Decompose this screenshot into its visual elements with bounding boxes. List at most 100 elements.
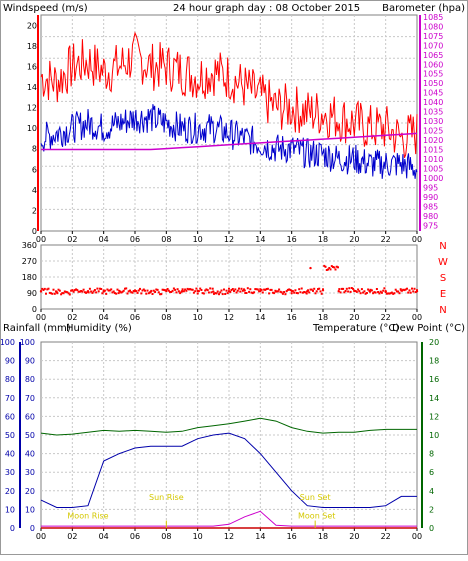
direction-point: [250, 291, 253, 294]
direction-x-tick-label: 22: [381, 313, 391, 322]
direction-point: [296, 292, 299, 295]
rainfall-tick-label: 90: [5, 357, 15, 366]
barometer-tick-label: 975: [423, 221, 438, 230]
barometer-tick-label: 1075: [423, 32, 443, 41]
temperature-tick-label: 4: [429, 487, 434, 496]
direction-point: [373, 291, 376, 294]
direction-point: [92, 290, 95, 293]
direction-point: [121, 290, 124, 293]
humidity-axis-label: Humidity (%): [66, 323, 132, 334]
direction-point: [349, 290, 352, 293]
direction-point: [207, 291, 210, 294]
rainfall-tick-label: 10: [5, 505, 15, 514]
rainfall-tick-label: 30: [5, 468, 15, 477]
astro-annotation: Moon Rise: [67, 512, 108, 521]
direction-point: [263, 288, 266, 291]
astro-annotation: Moon Set: [298, 512, 335, 521]
direction-point: [97, 290, 100, 293]
direction-point: [93, 289, 96, 291]
temperature-tick-label: 6: [429, 468, 434, 477]
direction-point: [197, 290, 200, 293]
direction-point: [246, 287, 249, 290]
direction-point: [357, 288, 360, 291]
direction-point: [82, 288, 85, 291]
direction-x-tick-label: 14: [255, 313, 265, 322]
compass-label: N: [439, 241, 446, 252]
humidity-tick-label: 0: [30, 524, 35, 533]
dewpoint-series-line: [41, 510, 417, 527]
direction-point: [86, 290, 90, 293]
direction-point: [165, 289, 168, 292]
wind-x-tick-label: 16: [287, 235, 297, 244]
barometer-tick-label: 1010: [423, 155, 443, 164]
direction-point: [162, 288, 165, 291]
direction-point: [191, 288, 194, 291]
direction-point: [325, 269, 328, 271]
windspeed-tick-label: 6: [32, 165, 37, 174]
temperature-tick-label: 16: [429, 375, 439, 384]
humidity-tick-label: 50: [25, 431, 35, 440]
direction-point: [259, 288, 262, 291]
direction-point: [367, 288, 370, 291]
direction-point: [415, 290, 419, 293]
direction-point: [312, 289, 314, 292]
direction-point: [88, 287, 91, 290]
direction-point: [298, 288, 301, 291]
direction-point: [330, 265, 333, 268]
direction-point: [309, 288, 312, 291]
direction-point: [271, 291, 274, 294]
direction-point: [288, 288, 291, 291]
direction-point: [137, 289, 140, 292]
humidity-tick-label: 30: [25, 468, 35, 477]
direction-point: [39, 290, 43, 293]
direction-point: [293, 291, 296, 294]
climate-x-tick-label: 14: [255, 532, 265, 541]
direction-point: [253, 291, 256, 294]
direction-point: [125, 287, 128, 290]
direction-point: [309, 266, 312, 270]
direction-point: [338, 288, 341, 291]
direction-point: [334, 268, 337, 271]
direction-point: [41, 287, 44, 290]
direction-point: [186, 287, 189, 290]
direction-point: [181, 288, 184, 291]
direction-point: [335, 265, 338, 268]
direction-point: [151, 293, 154, 295]
direction-tick-label: 90: [27, 289, 37, 298]
direction-point: [392, 292, 395, 295]
climate-x-tick-label: 04: [99, 532, 109, 541]
barometer-tick-label: 1025: [423, 127, 443, 136]
direction-point: [244, 292, 247, 294]
direction-point: [347, 290, 350, 293]
direction-point: [400, 289, 403, 292]
direction-point: [295, 292, 298, 294]
barometer-tick-label: 990: [423, 193, 438, 202]
direction-point: [269, 288, 272, 291]
direction-point: [108, 289, 111, 292]
direction-point: [305, 292, 308, 295]
direction-point: [340, 287, 343, 290]
barometer-tick-label: 1060: [423, 60, 443, 69]
direction-point: [135, 290, 138, 293]
direction-point: [324, 265, 327, 268]
direction-point: [47, 287, 50, 290]
direction-point: [235, 291, 238, 294]
direction-point: [363, 290, 366, 293]
direction-point: [141, 289, 144, 292]
direction-point: [323, 264, 326, 267]
rainfall-tick-label: 0: [10, 524, 15, 533]
windspeed-tick-label: 0: [32, 227, 37, 236]
direction-point: [58, 289, 61, 292]
direction-point: [60, 293, 63, 296]
rainfall-axis-label: Rainfall (mm): [3, 323, 71, 334]
direction-point: [226, 292, 229, 295]
direction-point: [219, 291, 222, 294]
direction-point: [344, 290, 347, 292]
direction-point: [306, 290, 309, 293]
direction-point: [231, 288, 234, 290]
barometer-tick-label: 1070: [423, 41, 443, 50]
direction-point: [406, 287, 408, 290]
direction-point: [248, 290, 251, 293]
direction-point: [75, 288, 78, 291]
barometer-tick-label: 1005: [423, 164, 443, 173]
